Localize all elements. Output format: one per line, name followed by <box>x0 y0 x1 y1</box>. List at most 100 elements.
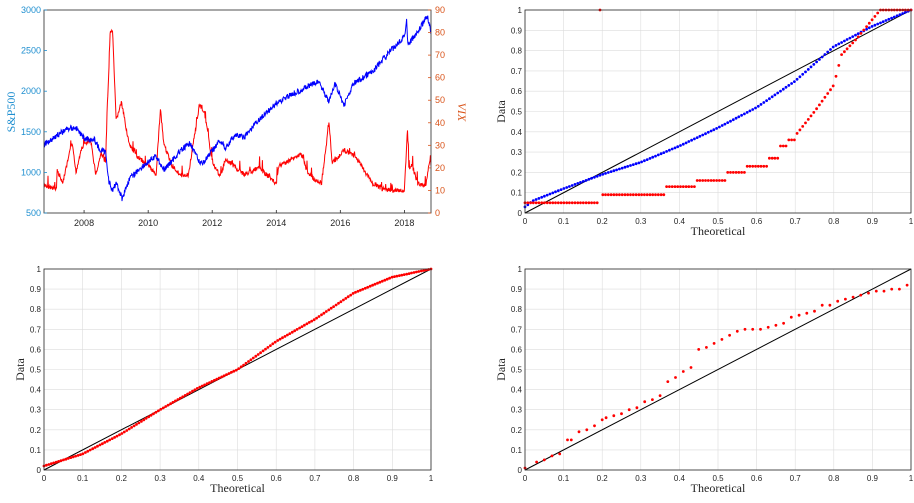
qq-data-point <box>681 370 685 373</box>
qq-data-point <box>108 438 112 442</box>
qq-data-point <box>859 32 863 35</box>
qq-data-point <box>820 303 824 307</box>
qq-data-point <box>237 367 241 370</box>
qq-data-point <box>395 274 399 278</box>
qq-data-point <box>351 292 355 295</box>
qq-data-point <box>759 327 762 331</box>
qq-data-point <box>879 21 882 25</box>
qq-data-point <box>626 165 630 168</box>
qq-data-point <box>120 432 124 435</box>
qq-data-point <box>526 201 530 205</box>
qq-data-point <box>735 329 739 333</box>
qq-x-tick-label: 0 <box>523 474 528 483</box>
qq-data-point <box>556 201 560 205</box>
qq-data-point <box>388 276 391 280</box>
qq-data-point <box>645 193 649 197</box>
qq-data-point <box>261 349 265 353</box>
qq-data-point <box>543 194 546 198</box>
timeseries-right-tick-label: 20 <box>435 163 445 173</box>
qq-data-point <box>203 383 207 387</box>
qq-data-point <box>545 193 549 197</box>
qq-data-point <box>244 361 248 365</box>
qq-data-point <box>712 342 716 345</box>
qq-data-point <box>768 97 771 101</box>
qq-panel-bottom-right: 0 0.1 0.2 0.3 0.4 0.5 0.6 0.7 0.8 0.9 1 0 0.1 0.2 0.3 0… <box>494 265 914 495</box>
qq-y-tick-label: 0.7 <box>511 325 523 334</box>
qq-data-point <box>361 287 365 291</box>
qq-data-point <box>269 344 272 347</box>
timeseries-x-tick-label: 2018 <box>394 218 414 228</box>
qq-data-point <box>844 297 847 301</box>
qq-y-axis-label: Data <box>494 100 508 123</box>
qq-data-point <box>573 201 577 205</box>
qq-data-point <box>332 305 335 308</box>
qq-data-point <box>376 281 379 285</box>
qq-data-point <box>556 189 560 193</box>
qq-y-tick-label: 0.4 <box>511 386 523 395</box>
qq-data-point <box>66 457 70 460</box>
qq-data-point <box>293 329 297 333</box>
qq-data-point <box>793 80 796 83</box>
qq-data-point <box>587 177 591 181</box>
qq-data-point <box>706 179 710 182</box>
qq-data-point <box>901 12 905 15</box>
qq-x-tick-label: 0.9 <box>387 474 399 483</box>
qq-axes-box <box>43 268 432 471</box>
qq-y-tick-label: 0.5 <box>511 366 523 375</box>
qq-data-point <box>339 300 343 304</box>
qq-data-point <box>867 291 870 295</box>
qq-data-point <box>651 193 655 197</box>
qq-data-point <box>535 460 538 464</box>
qq-data-point <box>344 297 348 300</box>
qq-data-point <box>729 171 732 174</box>
qq-y-tick-label: 0.2 <box>511 426 523 435</box>
timeseries-x-tick-label: 2016 <box>330 218 350 228</box>
qq-data-point <box>651 398 654 401</box>
qq-data-point <box>787 84 791 87</box>
qq-data-point <box>654 193 657 197</box>
qq-data-point <box>828 303 832 307</box>
qq-x-tick-label: 0.9 <box>867 474 879 483</box>
qq-data-point <box>390 275 394 279</box>
qq-data-point <box>820 99 824 103</box>
qq-data-point <box>327 308 331 312</box>
qq-data-point <box>144 416 148 420</box>
qq-data-point <box>310 319 314 323</box>
qq-y-tick-label: 0 <box>37 466 42 475</box>
qq-data-point <box>759 164 763 168</box>
qq-data-point <box>593 201 596 205</box>
qq-data-point <box>658 394 662 397</box>
timeseries-left-axis-label: S&P500 <box>4 92 18 133</box>
timeseries-panel: 2008 2010 2012 2014 2016 20185001000150020002… <box>4 5 469 228</box>
qq-data-point <box>826 92 830 95</box>
qq-data-point <box>570 201 574 205</box>
qq-data-point <box>731 171 735 174</box>
qq-data-point <box>862 28 866 32</box>
qq-data-point <box>540 201 544 205</box>
qq-data-point <box>213 378 216 382</box>
qq-data-point <box>851 35 855 38</box>
qq-data-point <box>809 65 813 69</box>
qq-data-point <box>149 413 153 417</box>
timeseries-left-tick-label: 2000 <box>21 86 41 96</box>
qq-data-point <box>656 153 660 157</box>
qq-y-tick-label: 0.4 <box>511 128 523 137</box>
qq-data-point <box>762 101 766 104</box>
qq-data-point <box>251 356 255 360</box>
qq-data-point <box>581 201 585 205</box>
qq-grid <box>524 268 912 471</box>
qq-data-point <box>548 201 552 205</box>
timeseries-right-tick-label: 60 <box>435 73 445 83</box>
qq-data-point <box>115 434 119 438</box>
qq-data-point <box>634 162 638 166</box>
qq-y-tick-label: 0.3 <box>511 406 523 415</box>
qq-data-point <box>726 171 730 174</box>
qq-data-point <box>676 145 680 149</box>
qq-data-point <box>674 376 677 379</box>
qq-data-point <box>881 20 885 24</box>
qq-data-point <box>670 185 674 189</box>
qq-data-point <box>662 151 666 155</box>
qq-data-point <box>84 451 87 454</box>
qq-data-point <box>366 285 370 289</box>
qq-data-point <box>643 400 647 404</box>
